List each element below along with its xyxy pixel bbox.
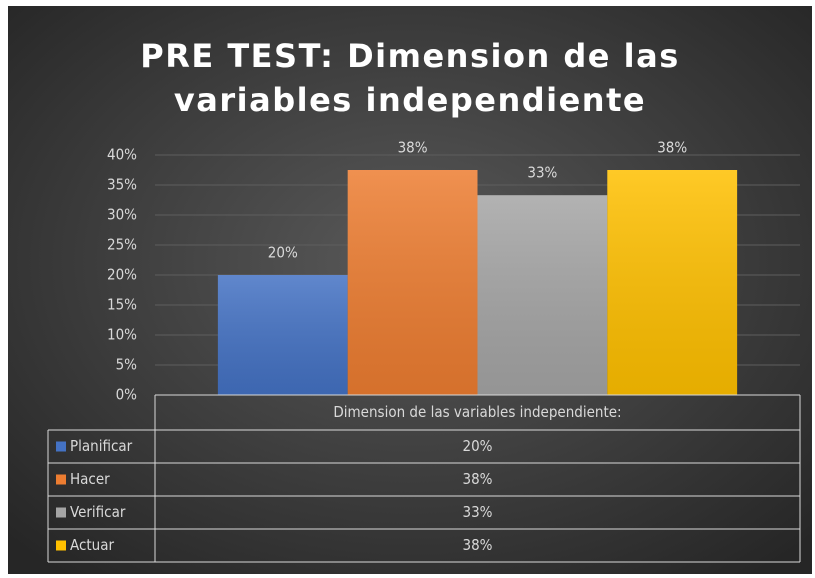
y-tick-label: 40%: [107, 146, 137, 164]
legend-label: Planificar: [70, 437, 133, 455]
y-tick-label: 30%: [107, 206, 137, 224]
legend-swatch: [56, 507, 66, 518]
table-value: 38%: [463, 536, 493, 554]
y-tick-label: 10%: [107, 326, 137, 344]
legend-label: Hacer: [70, 470, 110, 488]
y-tick-label: 25%: [107, 236, 137, 254]
legend-swatch: [56, 540, 66, 551]
bar-shade: [477, 195, 608, 395]
data-label: 33%: [527, 164, 557, 182]
table-value: 20%: [463, 437, 493, 455]
bar-shade: [217, 275, 348, 395]
table-value: 38%: [463, 470, 493, 488]
y-tick-label: 35%: [107, 176, 137, 194]
y-tick-label: 20%: [107, 266, 137, 284]
legend-swatch: [56, 474, 66, 485]
y-tick-label: 0%: [116, 386, 138, 404]
data-label: 38%: [398, 139, 428, 157]
y-tick-label: 5%: [116, 356, 138, 374]
legend-swatch: [56, 441, 66, 452]
chart-title: PRE TEST: Dimension de las variables ind…: [140, 37, 680, 119]
table-value: 33%: [463, 503, 493, 521]
bar-shade: [607, 170, 738, 395]
legend-label: Actuar: [70, 536, 114, 554]
data-label: 20%: [268, 244, 298, 262]
bar-shade: [347, 170, 478, 395]
table-header: Dimension de las variables independiente…: [333, 403, 621, 421]
data-label: 38%: [657, 139, 687, 157]
y-tick-label: 15%: [107, 296, 137, 314]
legend-label: Verificar: [70, 503, 126, 521]
